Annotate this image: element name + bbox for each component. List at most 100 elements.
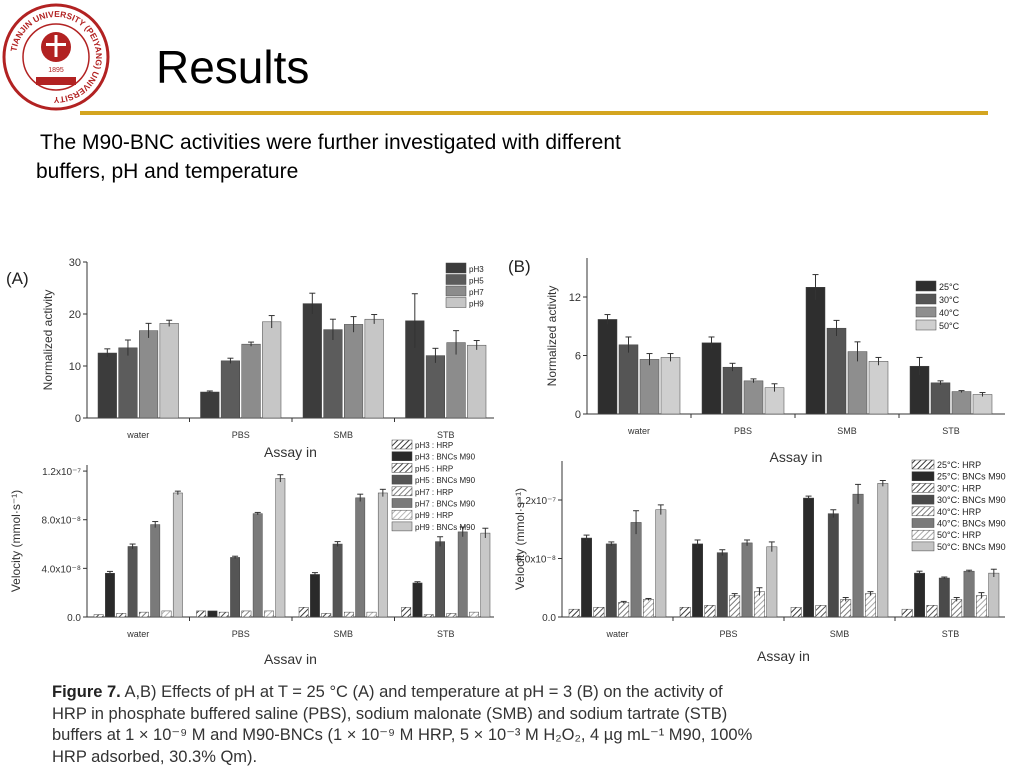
x-tick-label: STB xyxy=(437,629,455,639)
bar xyxy=(364,318,384,419)
legend-swatch xyxy=(911,471,935,481)
bar xyxy=(643,599,654,618)
bar xyxy=(581,537,592,618)
bar xyxy=(97,352,117,419)
bar xyxy=(302,303,322,419)
bar xyxy=(914,572,925,618)
bar xyxy=(716,552,728,618)
legend-swatch xyxy=(911,506,935,517)
bar xyxy=(116,613,127,618)
caption-line-2: HRP in phosphate buffered saline (PBS), … xyxy=(52,704,728,723)
bar xyxy=(951,391,972,415)
legend-swatch xyxy=(391,486,413,497)
bar xyxy=(741,542,753,618)
y-tick-label: 0.0 xyxy=(542,613,556,624)
x-tick-label: SMB xyxy=(333,430,353,440)
x-axis-label: Assay in xyxy=(264,444,317,460)
legend-label: pH9 : HRP xyxy=(415,511,453,520)
y-axis-label: Velocity (mmol·s⁻¹) xyxy=(9,490,23,592)
legend-swatch xyxy=(911,494,935,505)
bar xyxy=(262,321,282,419)
bar xyxy=(618,602,630,618)
bar xyxy=(344,611,354,618)
caption-line-1: Figure 7. A,B) Effects of pH at T = 25 °… xyxy=(52,682,852,704)
bar xyxy=(951,599,963,618)
y-tick-label: 30 xyxy=(69,257,81,269)
bar xyxy=(241,343,261,419)
bar xyxy=(926,605,938,618)
caption-label: Figure 7. xyxy=(52,683,121,701)
legend-swatch xyxy=(911,459,935,470)
legend-swatch xyxy=(911,541,935,552)
bar xyxy=(764,387,785,415)
page-title: Results xyxy=(156,41,310,93)
x-tick-label: water xyxy=(126,629,149,639)
bar xyxy=(200,391,220,419)
bar xyxy=(218,611,229,618)
legend-swatch xyxy=(391,474,413,485)
bar xyxy=(159,323,179,419)
bar xyxy=(230,557,240,618)
x-tick-label: STB xyxy=(437,430,455,440)
y-tick-label: 4.0x10⁻⁸ xyxy=(41,564,81,575)
x-tick-label: water xyxy=(126,430,149,440)
bar xyxy=(692,543,703,618)
legend-swatch xyxy=(915,280,937,292)
bar xyxy=(988,572,1000,618)
y-tick-label: 6.0x10⁻⁸ xyxy=(516,555,556,566)
bar xyxy=(321,613,332,618)
bar xyxy=(298,607,309,618)
x-tick-label: STB xyxy=(942,426,960,436)
x-tick-label: SMB xyxy=(837,426,857,436)
bar xyxy=(597,319,618,415)
bar xyxy=(729,595,741,618)
bar xyxy=(790,607,802,618)
bar xyxy=(568,608,580,618)
bar xyxy=(803,497,814,618)
y-tick-label: 12 xyxy=(569,292,581,304)
x-tick-label: water xyxy=(605,629,628,639)
legend-label: 30°C: BNCs M90 xyxy=(937,495,1006,505)
bar xyxy=(401,607,412,618)
bar xyxy=(139,330,159,419)
y-tick-label: 6 xyxy=(575,351,581,363)
bar xyxy=(220,360,240,419)
y-tick-label: 0 xyxy=(75,413,81,425)
legend-swatch xyxy=(911,518,935,528)
bar xyxy=(323,329,343,419)
bar xyxy=(377,492,388,618)
bar xyxy=(877,483,889,618)
figure-caption: Figure 7. A,B) Effects of pH at T = 25 °… xyxy=(52,682,852,768)
bar xyxy=(826,327,847,415)
legend-swatch xyxy=(915,306,937,318)
y-tick-label: 1.2x10⁻⁷ xyxy=(517,496,556,507)
legend-swatch xyxy=(911,483,935,493)
bar xyxy=(207,610,218,618)
caption-line-3: buffers at 1 × 10⁻⁹ M and M90-BNCs (1 × … xyxy=(52,726,753,744)
bar xyxy=(467,344,487,419)
bar xyxy=(704,605,716,618)
legend-swatch xyxy=(445,262,467,274)
x-tick-label: PBS xyxy=(232,629,250,639)
bar xyxy=(865,593,876,618)
y-tick-label: 20 xyxy=(69,309,81,321)
x-axis-label: Assay in xyxy=(770,449,823,465)
bar xyxy=(241,610,252,618)
bar xyxy=(139,611,149,618)
bar xyxy=(938,577,950,618)
legend-swatch xyxy=(911,529,935,540)
bar xyxy=(815,605,827,618)
bar xyxy=(252,513,263,618)
intro-text: The M90-BNC activities were further inve… xyxy=(36,128,776,186)
chart-panel-2: 0 6 12 water PBS SMB STB 25°C 30°C 40°C 50°C Normal… xyxy=(508,257,1005,465)
title-divider xyxy=(80,111,988,115)
university-logo: TIANJIN UNIVERSITY (PEIYANG) UNIVERSITY … xyxy=(2,3,110,111)
bar xyxy=(275,478,286,618)
bar xyxy=(660,357,681,415)
x-tick-label: SMB xyxy=(333,629,353,639)
bar xyxy=(118,347,138,419)
y-axis-label: Velocity (mmol·s⁻¹) xyxy=(513,488,527,590)
legend-label: 50°C: HRP xyxy=(937,530,981,540)
bar xyxy=(150,524,161,618)
x-tick-label: PBS xyxy=(719,629,737,639)
